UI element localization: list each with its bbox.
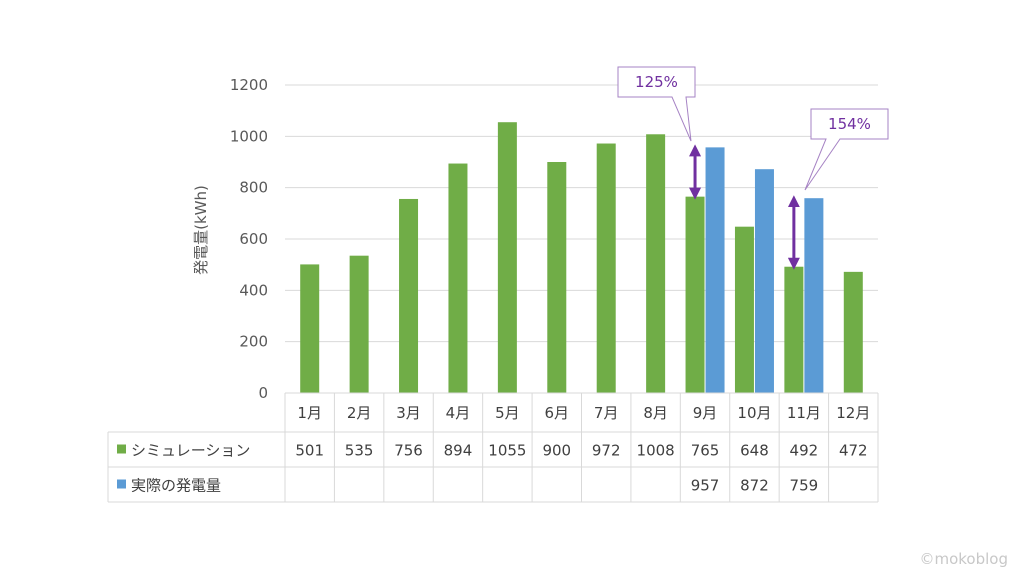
table-cell: 1055 <box>488 442 526 460</box>
x-tick-label: 5月 <box>495 404 520 422</box>
y-axis-label: 発電量(kWh) <box>192 185 210 275</box>
x-tick-label: 9月 <box>693 404 718 422</box>
x-tick-label: 11月 <box>787 404 821 422</box>
table-cell: 472 <box>839 442 868 460</box>
bar-simulation <box>547 162 567 393</box>
bar-actual <box>705 147 725 393</box>
table-cell: 894 <box>444 442 473 460</box>
bar-simulation <box>734 226 754 393</box>
callout-label: 125% <box>635 73 678 91</box>
bars <box>300 122 863 393</box>
bar-simulation <box>399 198 419 393</box>
bar-actual <box>754 169 774 393</box>
bar-simulation <box>497 122 517 393</box>
table-cell: 957 <box>691 477 720 495</box>
watermark: ©mokoblog <box>919 550 1008 568</box>
bar-simulation <box>843 271 863 393</box>
bar-simulation <box>596 143 616 393</box>
table-cell: 765 <box>691 442 720 460</box>
x-tick-label: 8月 <box>643 404 668 422</box>
bar-simulation <box>784 266 804 393</box>
annotations: 125% 154% <box>617 66 889 270</box>
callout-label: 154% <box>828 115 871 133</box>
table-cell: 756 <box>394 442 423 460</box>
x-tick-label: 4月 <box>446 404 471 422</box>
y-tick-label: 0 <box>258 384 268 402</box>
table-cell: 492 <box>790 442 819 460</box>
gridlines <box>285 84 878 394</box>
y-tick-labels: 0 200 400 600 800 1000 1200 <box>230 76 268 402</box>
callout-box <box>804 108 889 191</box>
bar-simulation <box>349 255 369 393</box>
table-cell: 900 <box>542 442 571 460</box>
x-tick-label: 6月 <box>545 404 570 422</box>
y-tick-label: 200 <box>239 333 268 351</box>
bar-simulation <box>646 134 666 393</box>
table-cell: 648 <box>740 442 769 460</box>
bar-simulation <box>300 264 320 393</box>
x-tick-label: 12月 <box>836 404 870 422</box>
y-tick-label: 400 <box>239 281 268 299</box>
y-tick-label: 1000 <box>230 127 268 145</box>
x-tick-label: 10月 <box>737 404 771 422</box>
x-tick-label: 7月 <box>594 404 619 422</box>
bar-simulation <box>448 163 468 393</box>
x-tick-label: 3月 <box>396 404 421 422</box>
table-cell: 1008 <box>637 442 675 460</box>
bar-actual <box>804 198 824 393</box>
y-tick-label: 800 <box>239 179 268 197</box>
table-cell: 501 <box>295 442 324 460</box>
x-tick-label: 2月 <box>347 404 372 422</box>
legend-swatch <box>117 444 126 454</box>
legend-label: シミュレーション <box>131 442 250 460</box>
table-cell: 972 <box>592 442 621 460</box>
legend-swatch <box>117 479 126 489</box>
table-cell: 535 <box>345 442 374 460</box>
y-tick-label: 1200 <box>230 76 268 94</box>
y-tick-label: 600 <box>239 230 268 248</box>
bar-simulation <box>685 196 705 393</box>
table-cell: 872 <box>740 477 769 495</box>
callout-box <box>617 66 696 142</box>
table-cell: 759 <box>790 477 819 495</box>
legend-label: 実際の発電量 <box>131 477 221 495</box>
x-tick-label: 1月 <box>297 404 322 422</box>
